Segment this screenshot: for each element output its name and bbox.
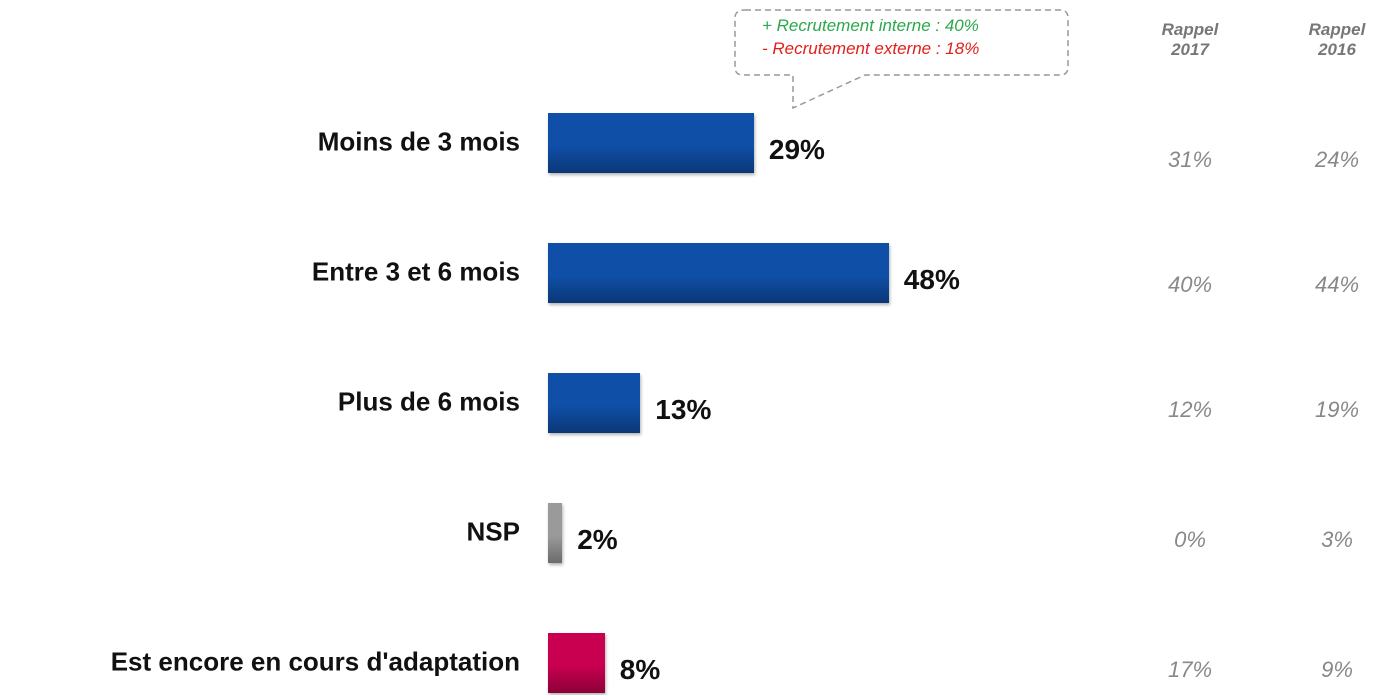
value-label: 13% [655,394,712,425]
bar [548,243,889,303]
bar [548,503,563,563]
bar [548,373,641,433]
recall-value: 12% [1167,397,1213,422]
recall-value: 44% [1314,272,1360,297]
recall-value: 40% [1167,272,1213,297]
value-label: 29% [768,134,825,165]
annotation: - Recrutement externe : 18% [762,39,980,58]
bar [548,633,605,693]
category-label: Entre 3 et 6 mois [311,256,520,287]
recall-value: 24% [1314,147,1360,172]
recall-value: 9% [1321,657,1353,682]
recall-header: Rappel 2017 [1161,20,1219,59]
recall-value: 17% [1167,657,1213,682]
bar [548,113,754,173]
category-label: Plus de 6 mois [337,386,520,417]
recall-value: 19% [1314,397,1360,422]
value-label: 2% [577,524,618,555]
value-label: 48% [903,264,960,295]
recall-value: 31% [1167,147,1213,172]
recall-value: 0% [1174,527,1206,552]
category-label: Moins de 3 mois [317,126,520,157]
annotation: + Recrutement interne : 40% [762,16,979,35]
callout-box [734,9,1069,110]
value-label: 8% [619,654,661,685]
category-label: NSP [466,516,520,547]
category-label: Est encore en cours d'adaptation [110,646,520,677]
recall-value: 3% [1321,527,1353,552]
recall-header: Rappel 2016 [1308,20,1366,59]
